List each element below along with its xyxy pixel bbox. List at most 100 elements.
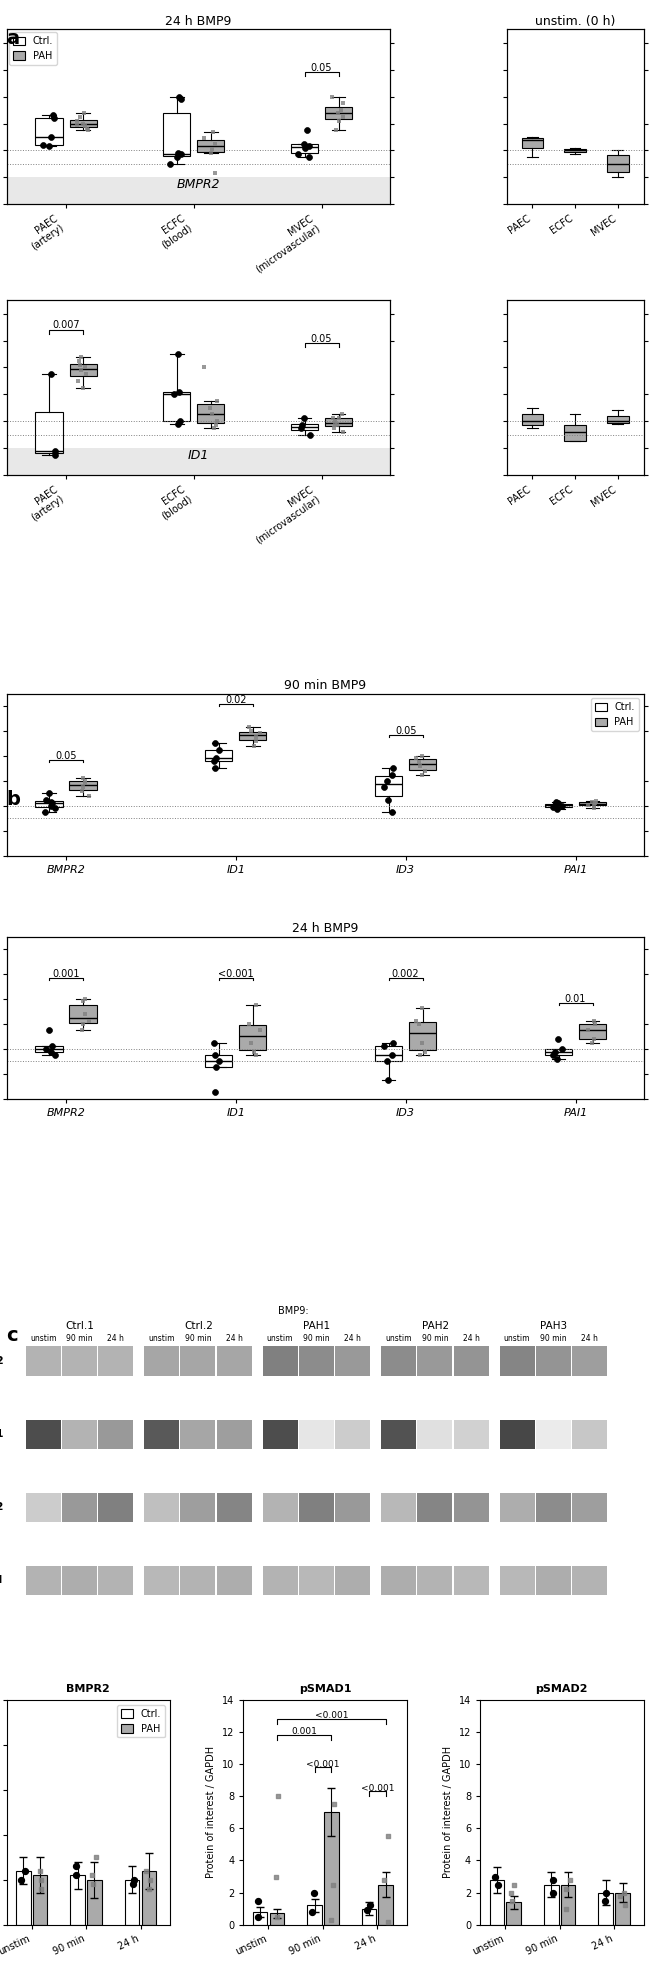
Point xyxy=(379,1031,389,1063)
Bar xyxy=(299,1565,334,1595)
Point xyxy=(335,94,346,126)
Point xyxy=(77,776,88,807)
Point xyxy=(84,1006,94,1037)
Bar xyxy=(70,1876,85,1925)
PathPatch shape xyxy=(579,803,606,805)
Point xyxy=(327,81,337,112)
Point xyxy=(208,116,218,147)
Point xyxy=(79,768,90,799)
Text: unstim: unstim xyxy=(385,1334,412,1343)
Point xyxy=(411,742,421,774)
Bar xyxy=(62,1347,97,1375)
Bar xyxy=(454,1493,489,1522)
Text: unstim: unstim xyxy=(267,1334,293,1343)
Point xyxy=(331,114,341,145)
Point xyxy=(271,1860,281,1891)
Title: 24 h BMP9: 24 h BMP9 xyxy=(292,923,358,935)
Point xyxy=(78,986,88,1017)
Point xyxy=(246,1027,257,1059)
Point xyxy=(601,1878,612,1909)
PathPatch shape xyxy=(205,750,233,760)
Point xyxy=(379,772,389,803)
Bar xyxy=(381,1565,416,1595)
Point xyxy=(330,410,340,442)
Point xyxy=(415,750,425,782)
Bar xyxy=(506,1903,521,1925)
Point xyxy=(382,766,393,797)
PathPatch shape xyxy=(545,803,572,807)
Point xyxy=(333,96,344,128)
Point xyxy=(557,790,567,821)
PathPatch shape xyxy=(35,801,62,807)
Bar xyxy=(536,1420,571,1449)
Bar xyxy=(25,1565,60,1595)
Bar xyxy=(181,1420,215,1449)
Point xyxy=(296,410,307,442)
Text: GAPDH: GAPDH xyxy=(0,1575,3,1585)
Text: PAH1: PAH1 xyxy=(304,1322,331,1332)
Bar xyxy=(572,1347,607,1375)
Title: BMPR2: BMPR2 xyxy=(66,1683,110,1693)
PathPatch shape xyxy=(564,149,586,153)
Point xyxy=(78,772,88,803)
Bar xyxy=(417,1420,452,1449)
PathPatch shape xyxy=(70,1004,97,1023)
Text: 0.05: 0.05 xyxy=(311,63,332,73)
Bar xyxy=(500,1493,534,1522)
Point xyxy=(35,1856,46,1887)
Point xyxy=(387,795,397,827)
Text: 24 h: 24 h xyxy=(344,1334,361,1343)
PathPatch shape xyxy=(607,416,629,422)
Point xyxy=(71,1860,81,1891)
Point xyxy=(144,1874,154,1905)
Point xyxy=(214,735,224,766)
Bar xyxy=(417,1493,452,1522)
Point xyxy=(80,998,90,1029)
Point xyxy=(590,786,601,817)
Point xyxy=(272,1901,282,1933)
Bar xyxy=(572,1565,607,1595)
Bar xyxy=(144,1347,179,1375)
PathPatch shape xyxy=(197,139,224,151)
Text: BMPR2: BMPR2 xyxy=(176,179,220,191)
Point xyxy=(550,1037,560,1068)
Point xyxy=(548,1878,558,1909)
Point xyxy=(47,788,57,819)
Point xyxy=(246,715,257,746)
Bar xyxy=(181,1493,215,1522)
PathPatch shape xyxy=(36,412,62,454)
Text: <0.001: <0.001 xyxy=(361,1783,394,1793)
Point xyxy=(44,778,55,809)
PathPatch shape xyxy=(521,414,543,424)
Point xyxy=(334,403,345,434)
Point xyxy=(47,1031,57,1063)
Point xyxy=(77,1013,88,1045)
Point xyxy=(420,1037,430,1068)
Bar xyxy=(572,1420,607,1449)
Point xyxy=(72,106,82,137)
Point xyxy=(552,1043,562,1074)
Point xyxy=(207,134,217,165)
Point xyxy=(36,1864,46,1895)
Point xyxy=(254,1013,265,1045)
Bar xyxy=(181,1347,215,1375)
Text: 0.007: 0.007 xyxy=(52,320,80,330)
PathPatch shape xyxy=(521,137,543,149)
Text: a: a xyxy=(6,29,20,49)
Point xyxy=(590,788,600,819)
Point xyxy=(560,1893,571,1925)
Bar xyxy=(62,1565,97,1595)
Point xyxy=(210,1076,220,1108)
Point xyxy=(209,412,219,444)
Text: unstim: unstim xyxy=(30,1334,57,1343)
Point xyxy=(338,100,348,132)
Point xyxy=(75,100,86,132)
Point xyxy=(586,1027,597,1059)
Point xyxy=(41,1033,51,1064)
Bar xyxy=(417,1347,452,1375)
Bar xyxy=(381,1347,416,1375)
Point xyxy=(81,110,91,141)
Bar xyxy=(253,1911,267,1925)
Text: Ctrl.1: Ctrl.1 xyxy=(66,1322,94,1332)
Point xyxy=(384,784,394,815)
